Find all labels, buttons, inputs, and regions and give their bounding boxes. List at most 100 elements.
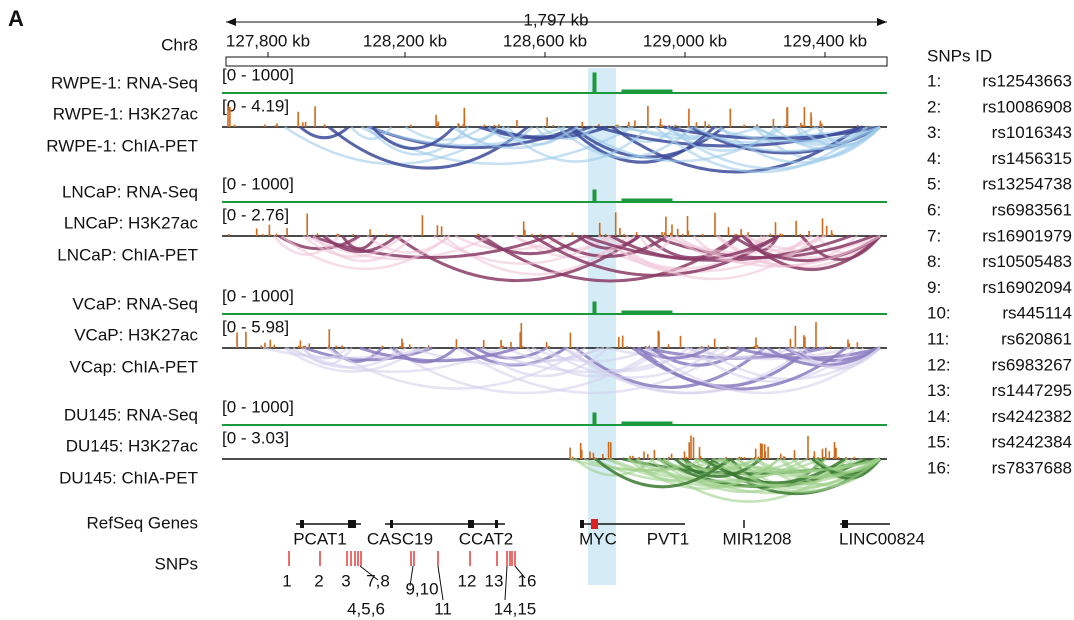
track-label: RWPE-1: ChIA-PET <box>46 136 198 155</box>
loop-arc <box>433 234 611 265</box>
loop-arc <box>594 457 730 489</box>
gene-label: LINC00824 <box>839 529 925 548</box>
loop-arc <box>771 126 881 151</box>
snps-label: SNPs <box>155 554 198 573</box>
chip-peaks <box>227 106 859 127</box>
loop-arc <box>568 125 716 164</box>
track-range: [0 - 1000] <box>222 174 294 193</box>
loop-arc <box>487 126 534 141</box>
snp-index: 11: <box>927 329 949 348</box>
gene-label: MIR1208 <box>723 529 792 548</box>
loop-arc <box>610 234 780 261</box>
track-range: [0 - 4.19] <box>222 96 289 115</box>
snp-index: 12: <box>927 355 951 374</box>
loop-arc <box>359 346 518 363</box>
snp-index: 10: <box>927 304 951 323</box>
myc-exon <box>591 519 598 529</box>
loop-arc <box>650 346 746 367</box>
snp-label: 7,8 <box>366 571 390 590</box>
snp-index: 16: <box>927 458 951 477</box>
snp-label: 4,5,6 <box>347 599 385 618</box>
loop-arc <box>639 235 674 252</box>
loop-arc <box>312 235 415 263</box>
loop-arc <box>546 234 669 258</box>
snp-ticks <box>288 551 516 566</box>
track-label: LNCaP: ChIA-PET <box>57 245 198 264</box>
track-range: [0 - 3.03] <box>222 428 289 447</box>
loop-arc <box>262 346 430 360</box>
loop-arc <box>506 346 600 362</box>
loop-arc <box>300 347 349 360</box>
snp-id: rs10086908 <box>982 97 1072 116</box>
track-label: RWPE-1: H3K27ac <box>53 104 199 123</box>
snp-id: rs7837688 <box>992 458 1072 477</box>
snp-id: rs1016343 <box>992 123 1072 142</box>
loop-arc <box>478 347 609 378</box>
gene-label: CCAT2 <box>459 529 513 548</box>
loop-arc <box>576 234 641 250</box>
snp-index: 5: <box>927 175 941 194</box>
loop-arc <box>280 235 451 271</box>
track-range: [0 - 1000] <box>222 65 294 84</box>
snp-index: 15: <box>927 433 951 452</box>
loop-arc <box>302 235 404 258</box>
panel-label: A <box>8 6 24 31</box>
snp-label: 11 <box>434 599 452 618</box>
ruler-tick-label: 129,000 kb <box>643 31 727 50</box>
gene-exons <box>300 520 848 528</box>
snp-id: rs6983561 <box>992 200 1072 219</box>
loop-arc <box>456 346 732 395</box>
loop-arc <box>322 234 398 254</box>
snp-index: 2: <box>927 97 941 116</box>
loop-arc <box>370 125 455 150</box>
loop-arc <box>618 126 676 143</box>
snp-label: 9,10 <box>405 579 438 598</box>
gene-label: MYC <box>579 529 617 548</box>
refseq-label: RefSeq Genes <box>86 513 198 532</box>
snp-index: 8: <box>927 252 941 271</box>
loop-arc <box>574 125 784 163</box>
snp-id: rs10505483 <box>982 252 1072 271</box>
chip-peaks <box>236 322 859 348</box>
snp-id: rs445114 <box>1002 304 1072 323</box>
track-label: VCaP: RNA-Seq <box>72 294 198 313</box>
loop-arc <box>389 346 661 395</box>
snp-id: rs13254738 <box>982 175 1072 194</box>
loop-arc <box>638 346 811 388</box>
snp-id: rs6983267 <box>992 355 1072 374</box>
loop-arc <box>635 457 809 483</box>
rna-signal <box>592 301 673 315</box>
chromosome-bar <box>225 56 888 67</box>
chip-peaks <box>569 435 856 459</box>
ruler-tick-label: 129,400 kb <box>783 31 867 50</box>
snp-index: 6: <box>927 200 941 219</box>
loop-arc <box>693 125 881 153</box>
rna-signal <box>592 412 673 426</box>
loop-arc <box>596 125 864 148</box>
snp-leaders <box>359 565 526 601</box>
loop-arc <box>563 346 809 395</box>
loop-arc <box>606 235 820 281</box>
track-range: [0 - 2.76] <box>222 205 289 224</box>
loop-arc <box>404 125 485 142</box>
loop-arc <box>689 347 858 383</box>
loop-arc <box>735 457 881 479</box>
loop-arc <box>350 126 393 141</box>
snp-id: rs16901979 <box>982 226 1072 245</box>
snp-index: 9: <box>927 278 941 297</box>
snp-id: rs4242382 <box>992 407 1072 426</box>
snp-label: 1 <box>282 571 291 590</box>
gene-label: CASC19 <box>367 529 433 548</box>
snp-label: 2 <box>314 571 323 590</box>
rna-signal <box>592 189 673 203</box>
loop-arc <box>368 125 566 147</box>
track-range: [0 - 1000] <box>222 397 294 416</box>
loop-arc <box>501 126 650 163</box>
loop-arc <box>556 126 694 159</box>
track-label: RWPE-1: RNA-Seq <box>51 73 198 92</box>
gene-label: PCAT1 <box>293 529 347 548</box>
snp-index: 1: <box>927 71 941 90</box>
loop-arc <box>741 234 882 271</box>
ruler-tick-label: 128,600 kb <box>503 31 587 50</box>
loop-arc <box>656 457 760 471</box>
